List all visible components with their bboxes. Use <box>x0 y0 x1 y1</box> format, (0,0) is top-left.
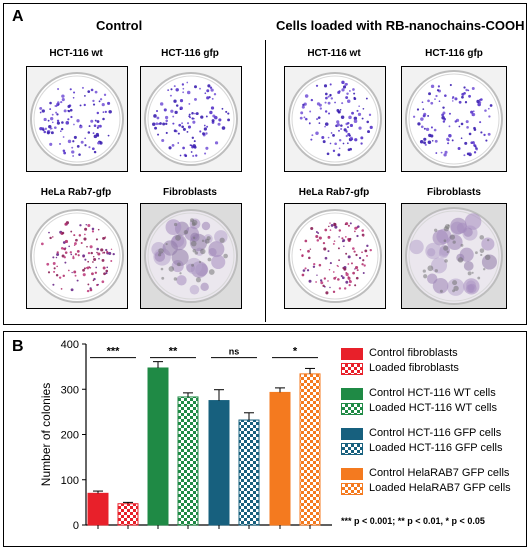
y-tick-label: 400 <box>61 339 79 351</box>
dish-image-fibroblasts-control <box>140 203 242 309</box>
significance-label: *** <box>107 346 121 358</box>
bar <box>87 492 109 526</box>
legend-label: Control HCT-116 GFP cells <box>369 427 502 439</box>
bar <box>177 396 199 526</box>
legend-label: Control HCT-116 WT cells <box>369 387 496 399</box>
dish-image-hct116-gfp-loaded <box>401 66 507 172</box>
dish-title-fibroblasts-control: Fibroblasts <box>163 187 217 198</box>
significance-label: * <box>293 346 298 358</box>
control-heading: Control <box>96 18 143 33</box>
bar <box>117 503 139 526</box>
dish-image-hct116-gfp-control <box>140 66 242 172</box>
significance-footnote: *** p < 0.001; ** p < 0.01, * p < 0.05 <box>341 516 485 526</box>
dish-image-fibroblasts-loaded <box>401 203 507 309</box>
y-tick-label: 300 <box>61 384 79 396</box>
panel-b: B 0 100 200 300 400 Number of colonies *** ** ns… <box>3 331 527 547</box>
dish-title-hct116-gfp-control: HCT-116 gfp <box>161 48 219 59</box>
y-axis-label: Number of colonies <box>39 383 53 486</box>
bar <box>238 419 260 526</box>
panel-divider <box>265 40 266 322</box>
dish-image-hct116-wt-control <box>26 66 128 172</box>
panel-a: A Control Cells loaded with RB-nanochain… <box>3 3 527 325</box>
dish-title-hela-loaded: HeLa Rab7-gfp <box>298 187 370 198</box>
legend-swatch <box>341 403 363 415</box>
legend-swatch <box>341 483 363 495</box>
legend-label: Control HelaRAB7 GFP cells <box>369 467 510 479</box>
y-tick-label: 0 <box>73 520 79 532</box>
dish-title-hct116-wt-control: HCT-116 wt <box>49 48 103 59</box>
panel-a-label: A <box>12 8 24 25</box>
legend-label: Loaded HelaRAB7 GFP cells <box>369 482 511 494</box>
bar <box>299 373 321 526</box>
y-tick-label: 200 <box>61 430 79 442</box>
bar <box>269 391 291 526</box>
dish-title-fibroblasts-loaded: Fibroblasts <box>427 187 481 198</box>
panel-b-label: B <box>12 338 24 355</box>
legend-swatch <box>341 428 363 440</box>
dish-image-hct116-wt-loaded <box>284 66 386 172</box>
bar <box>208 400 230 526</box>
legend-swatch <box>341 388 363 400</box>
dish-image-hela-control <box>26 203 128 309</box>
significance-label: ** <box>169 346 178 358</box>
dish-title-hct116-wt-loaded: HCT-116 wt <box>307 48 361 59</box>
y-tick-label: 100 <box>61 475 79 487</box>
bar <box>147 367 169 526</box>
legend-label: Loaded HCT-116 WT cells <box>369 402 497 414</box>
dish-title-hct116-gfp-loaded: HCT-116 gfp <box>425 48 483 59</box>
legend-label: Loaded fibroblasts <box>369 362 459 374</box>
legend-label: Loaded HCT-116 GFP cells <box>369 442 503 454</box>
loaded-heading: Cells loaded with RB-nanochains-COOH <box>276 18 525 33</box>
legend-label: Control fibroblasts <box>369 347 458 359</box>
legend-swatch <box>341 363 363 375</box>
dish-image-hela-loaded <box>284 203 386 309</box>
legend-swatch <box>341 468 363 480</box>
legend-swatch <box>341 348 363 360</box>
legend-swatch <box>341 443 363 455</box>
significance-label: ns <box>229 347 240 357</box>
dish-title-hela-control: HeLa Rab7-gfp <box>40 187 112 198</box>
